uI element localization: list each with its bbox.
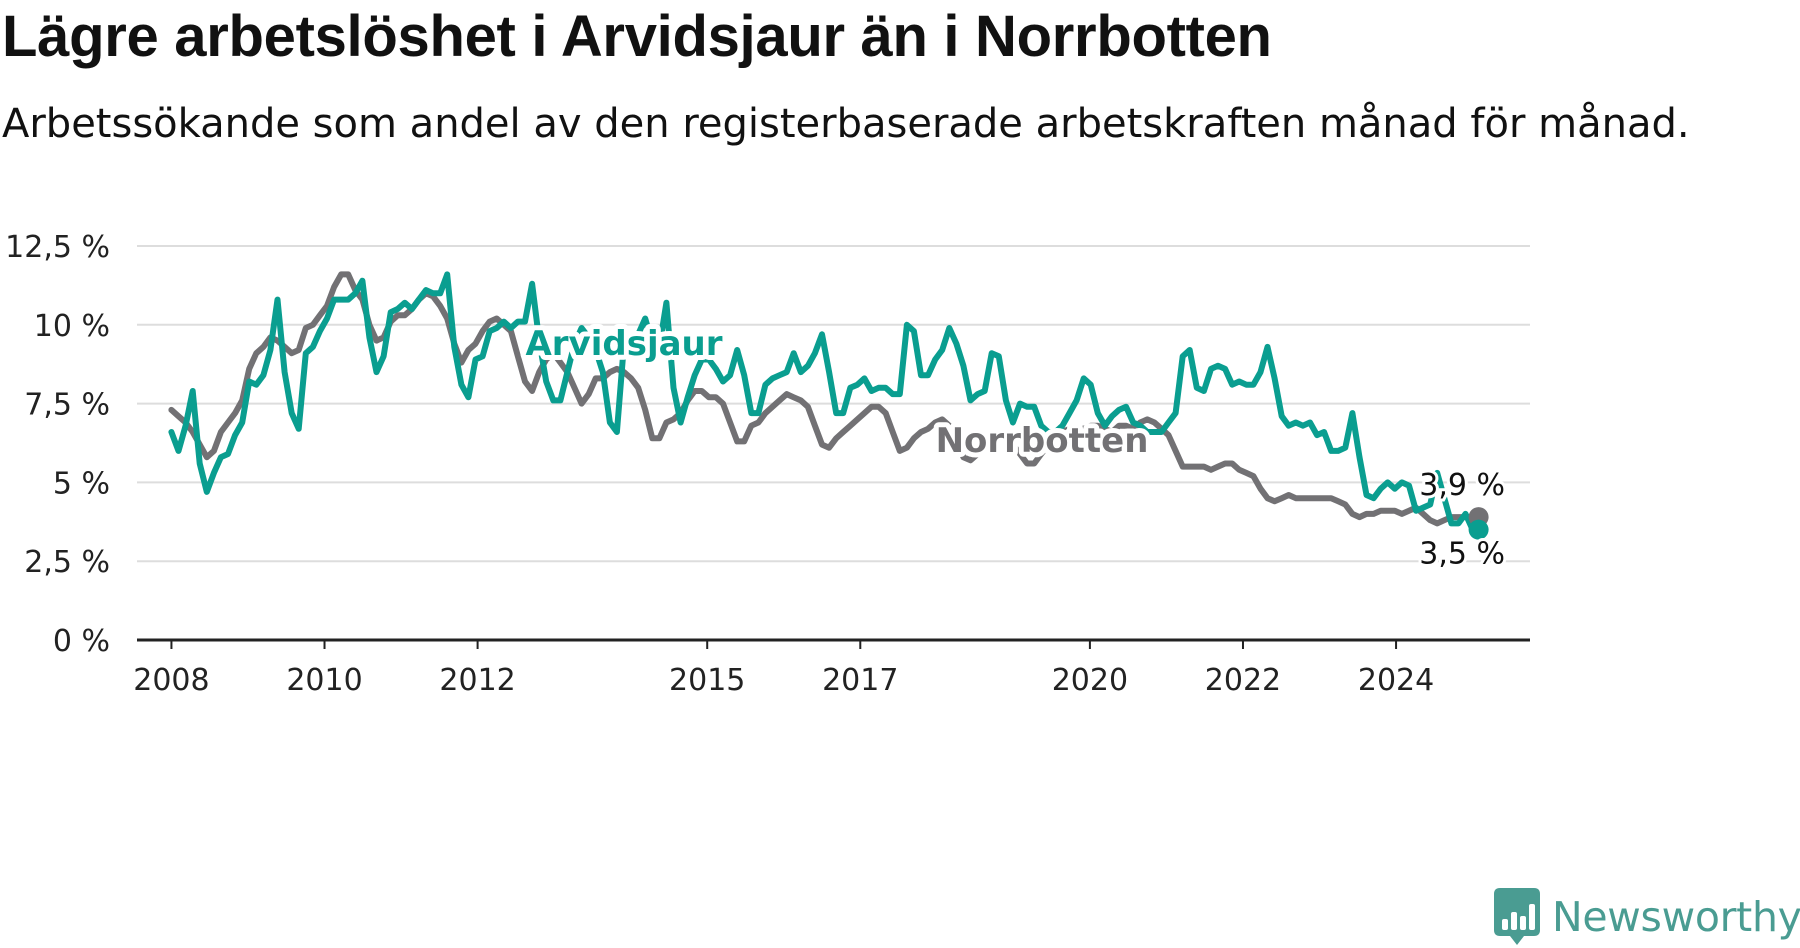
end-marker-arvidsjaur: [1468, 519, 1489, 540]
brand-logo: Newsworthy: [1494, 886, 1800, 948]
series-label-norrbotten: Norrbotten: [936, 421, 1149, 461]
y-tick-label: 0 %: [53, 624, 110, 659]
annotations: 3,9 % 3,5 % Norrbotten Arvidsjaur: [520, 319, 1508, 575]
x-tick-label: 2022: [1205, 663, 1281, 698]
y-tick-label: 2,5 %: [24, 545, 110, 580]
y-axis-labels: 0 % 2,5 % 5 % 7,5 % 10 % 12,5 %: [5, 230, 110, 659]
y-tick-label: 10 %: [34, 309, 110, 344]
chart-subtitle: Arbetssökande som andel av den registerb…: [2, 101, 1690, 147]
newsworthy-chart-icon: [1494, 888, 1540, 945]
x-tick-label: 2017: [822, 663, 898, 698]
series-label-arvidsjaur: Arvidsjaur: [525, 324, 722, 364]
x-tick-label: 2015: [669, 663, 745, 698]
end-value-label: 3,5 %: [1419, 537, 1505, 572]
x-axis: 2008 2010 2012 2015 2017 2020 2022 2024: [133, 638, 1530, 698]
chart-title: Lägre arbetslöshet i Arvidsjaur än i Nor…: [2, 4, 1272, 69]
brand-name: Newsworthy: [1552, 893, 1800, 941]
x-tick-label: 2020: [1052, 663, 1128, 698]
x-tick-label: 2010: [286, 663, 362, 698]
y-tick-label: 5 %: [53, 466, 110, 501]
series-line-arvidsjaur: [168, 271, 1476, 533]
x-tick-label: 2012: [439, 663, 515, 698]
series-lines: [168, 271, 1476, 533]
x-tick-label: 2024: [1358, 663, 1434, 698]
y-tick-label: 12,5 %: [5, 230, 110, 265]
x-tick-label: 2008: [133, 663, 209, 698]
y-tick-label: 7,5 %: [24, 388, 110, 423]
end-markers: [1468, 507, 1489, 540]
end-value-label: 3,9 %: [1419, 468, 1505, 503]
